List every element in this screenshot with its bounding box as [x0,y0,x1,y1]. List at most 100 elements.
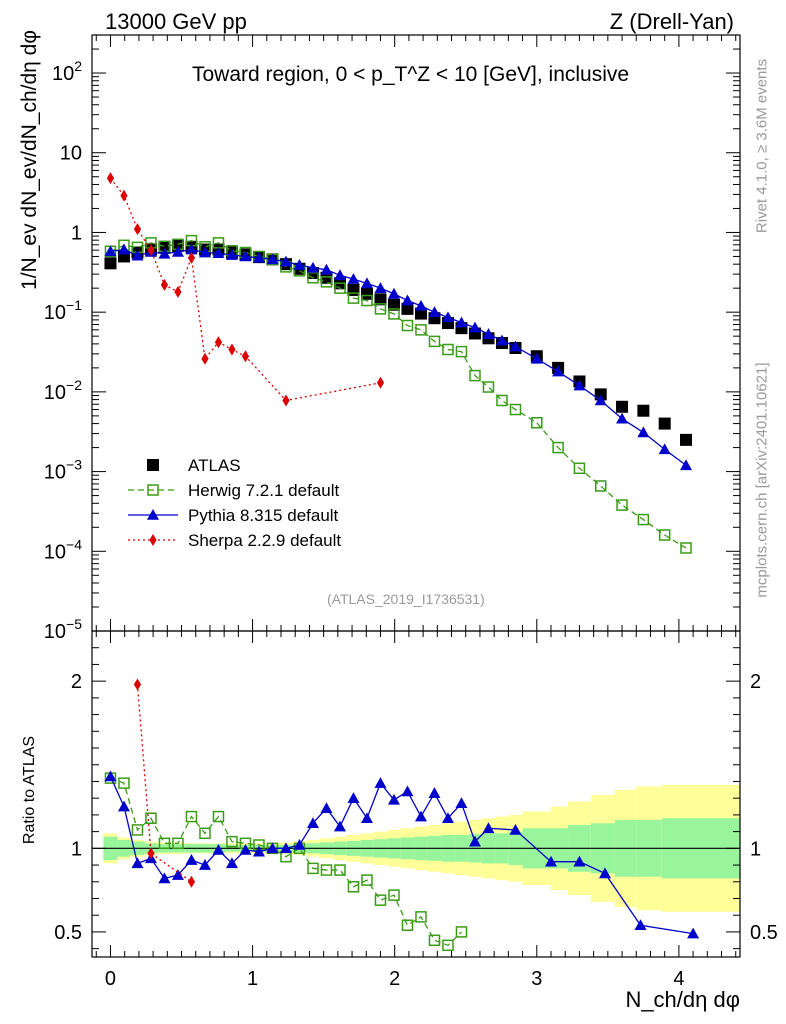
pythia-ratio-point [482,822,495,834]
pythia-point [333,269,346,281]
y-tick-label: 10−4 [44,536,82,563]
pythia-point [293,259,306,270]
atlas-point [387,298,400,311]
sherpa-point [187,251,196,264]
sherpa-point [282,394,290,407]
y-tick-label: 10−1 [44,297,82,324]
pythia-ratio-point [171,869,184,880]
herwig-point [616,499,628,511]
herwig-ratio-point [347,881,360,893]
herwig-point [320,276,333,288]
pythia-point [552,365,565,377]
pythia-point [455,316,468,328]
pythia-ratio-point [333,820,346,832]
pythia-ratio-point [266,842,279,854]
process-label: Z (Drell-Yan) [609,9,734,34]
pythia-ratio-point [252,845,265,857]
herwig-point [307,272,319,284]
herwig-legend-marker [147,484,159,496]
pythia-point [441,311,454,323]
pythia-point [530,352,543,364]
atlas-point [658,417,671,430]
y-tick-label: 1 [71,222,82,244]
pythia-point [360,277,373,289]
pythia-point [658,443,671,455]
ratio-panel-background [92,784,740,912]
pythia-point [594,394,607,406]
sherpa-point [120,189,128,202]
pythia-ratio-point [428,787,441,798]
pythia-ratio-point [320,802,333,814]
pythia-point [306,261,319,273]
pythia-ratio-point [158,872,171,884]
pythia-point [117,243,130,255]
pythia-point [225,249,238,260]
ratio-panel: 0 1 2 3 4 0.5 0.5 1 1 2 2 [54,35,778,990]
pythia-ratio-point [347,792,360,803]
sherpa-point [160,278,169,291]
pythia-point [468,321,481,333]
pythia-line [110,248,687,466]
pythia-ratio-point [599,867,611,879]
pythia-ratio-point [509,823,522,835]
y-tick-label: 10−2 [44,377,82,404]
pythia-ratio-point [198,859,211,870]
atlas-legend-marker [147,459,159,471]
herwig-ratio-point [118,777,130,789]
sherpa-point [147,244,155,257]
pythia-point [495,334,508,346]
herwig-ratio-point [361,874,373,886]
pythia-point [387,287,400,299]
pythia-point [131,249,144,261]
sherpa-ratio-point [147,847,155,860]
y-tick-label: 10−3 [44,457,82,484]
herwig-ratio-point [374,894,387,906]
pythia-point [573,379,586,391]
pythia-ratio-point [387,793,400,805]
sherpa-legend-marker [149,534,157,546]
pythia-point [428,306,441,317]
atlas-legend-label: ATLAS [188,456,241,475]
herwig-point [509,403,522,416]
atlas-point [117,250,130,263]
x-tick-label: 2 [389,968,400,990]
pythia-ratio-point [360,812,373,824]
pythia-ratio-point [687,927,700,939]
x-tick-label: 4 [673,968,684,990]
herwig-point [334,282,346,294]
herwig-point [347,292,360,304]
pythia-ratio-point [414,810,427,822]
sherpa-point [376,376,385,389]
y-axis-label-ratio: Ratio to ATLAS [21,735,38,845]
pythia-ratio-point [239,844,252,855]
x-tick-label: 0 [105,968,116,990]
pythia-ratio-point [545,855,557,867]
ratio-frame [91,630,741,958]
ratio-y-tick-label: 0.5 [54,922,82,944]
herwig-point [388,308,400,320]
herwig-ratio-point [131,824,144,836]
herwig-point [415,324,427,336]
y-tick-label: 10 [60,143,82,165]
pythia-ratio-point [468,835,481,847]
pythia-ratio-point [441,812,454,824]
herwig-ratio-point [199,827,211,840]
herwig-legend-label: Herwig 7.2.1 default [188,481,339,500]
pythia-point [279,255,292,267]
pythia-point [414,299,427,311]
energy-label: 13000 GeV pp [105,9,247,34]
atlas-point [158,240,171,253]
pythia-ratio-point [131,857,144,869]
sherpa-legend-label: Sherpa 2.2.9 default [188,531,341,550]
pythia-point [266,253,279,265]
ratio-y-tick-label-right: 2 [750,671,761,693]
herwig-ratio-point [401,919,414,931]
pythia-point [320,263,333,275]
herwig-ratio-point [145,812,157,824]
sherpa-point [201,352,209,365]
atlas-point [347,283,360,296]
atlas-point [594,388,607,401]
pythia-point [509,340,522,352]
x-axis-label: N_ch/dη dφ [625,987,740,1012]
herwig-ratio-point [320,864,333,876]
